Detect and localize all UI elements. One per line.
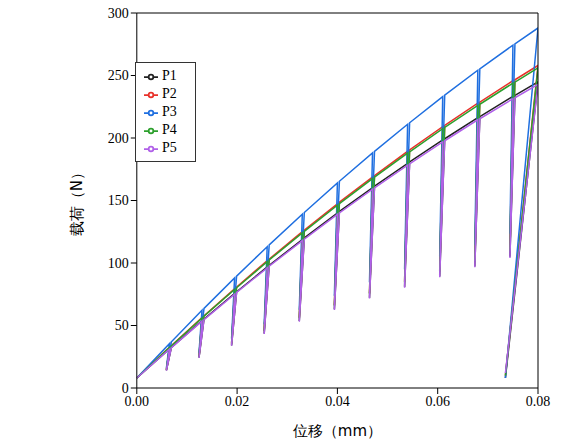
svg-text:50: 50 bbox=[115, 318, 129, 333]
html-text:P2: P2 bbox=[162, 86, 177, 101]
svg-text:0.08: 0.08 bbox=[526, 394, 551, 409]
html-text:P4: P4 bbox=[162, 122, 177, 137]
html-text:P5: P5 bbox=[162, 140, 177, 155]
svg-text:0.00: 0.00 bbox=[125, 394, 150, 409]
svg-text:200: 200 bbox=[108, 131, 129, 146]
svg-text:150: 150 bbox=[108, 193, 129, 208]
svg-text:0: 0 bbox=[122, 381, 129, 396]
html-text:P1: P1 bbox=[162, 68, 177, 83]
svg-text:0.02: 0.02 bbox=[225, 394, 250, 409]
svg-text:0.04: 0.04 bbox=[325, 394, 350, 409]
svg-text:载荷（N）: 载荷（N） bbox=[68, 165, 86, 236]
svg-text:300: 300 bbox=[108, 6, 129, 21]
svg-text:0.06: 0.06 bbox=[425, 394, 450, 409]
svg-text:250: 250 bbox=[108, 68, 129, 83]
svg-text:100: 100 bbox=[108, 256, 129, 271]
svg-text:位移（mm）: 位移（mm） bbox=[293, 422, 382, 440]
html-text:P3: P3 bbox=[162, 104, 177, 119]
